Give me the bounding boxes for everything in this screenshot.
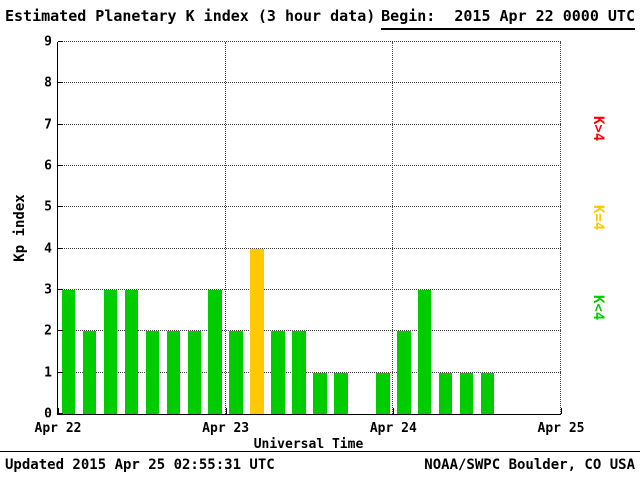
kp-bar (418, 290, 432, 414)
y-tick-mark (58, 82, 63, 84)
y-gridline (58, 206, 561, 208)
y-gridline (58, 289, 561, 290)
legend-k-lt-4: K<4 (590, 294, 606, 320)
kp-bar (397, 331, 411, 414)
kp-bar (61, 290, 76, 414)
y-tick-label: 6 (44, 158, 52, 174)
y-gridline (58, 165, 561, 166)
y-gridline (58, 123, 561, 125)
day-gridline (560, 42, 561, 414)
kp-bar (292, 331, 306, 414)
y-tick-label: 9 (44, 34, 52, 50)
begin-value: 2015 Apr 22 0000 UTC (454, 7, 635, 25)
y-tick-mark (58, 206, 63, 208)
y-tick-mark (58, 330, 63, 332)
kp-bar (187, 331, 201, 414)
x-tick-mark (561, 408, 562, 414)
y-tick-label: 2 (44, 323, 52, 339)
y-gridline (58, 371, 561, 373)
y-tick-label: 3 (44, 282, 52, 298)
kp-bar (145, 331, 159, 414)
chart-title: Estimated Planetary K index (3 hour data… (5, 7, 376, 25)
updated-timestamp: Updated 2015 Apr 25 02:55:31 UTC (5, 457, 275, 473)
x-tick-label: Apr 23 (202, 421, 250, 436)
y-tick-label: 0 (44, 406, 52, 422)
kp-bar (334, 372, 348, 414)
kp-bar (439, 372, 453, 414)
y-gridline (58, 82, 561, 84)
day-gridline (224, 42, 226, 414)
kp-bar (250, 248, 264, 414)
kp-bar (208, 290, 222, 414)
kp-bar (459, 372, 474, 414)
kp-bar (376, 372, 390, 414)
x-axis-title: Universal Time (253, 437, 364, 452)
y-tick-mark (58, 413, 63, 414)
y-tick-label: 5 (44, 199, 52, 215)
x-tick-mark (58, 408, 59, 414)
y-gridline (58, 330, 561, 332)
y-tick-label: 7 (44, 117, 52, 133)
y-tick-label: 4 (44, 241, 52, 257)
y-gridline (58, 41, 561, 42)
y-tick-mark (58, 289, 63, 290)
kp-bar (103, 290, 118, 414)
x-tick-mark (393, 408, 395, 414)
footer-divider (0, 451, 640, 452)
day-gridline (392, 42, 394, 414)
y-tick-mark (58, 371, 63, 373)
y-tick-mark (58, 165, 63, 166)
kp-bar (480, 372, 495, 414)
legend: K>4 K=4 K<4 (586, 116, 610, 320)
y-tick-mark (58, 123, 63, 125)
kp-bar (124, 290, 139, 414)
legend-k-eq-4: K=4 (590, 205, 606, 231)
footer: Updated 2015 Apr 25 02:55:31 UTC NOAA/SW… (5, 457, 635, 473)
y-tick-mark (58, 247, 63, 249)
x-tick-label: Apr 24 (369, 421, 417, 436)
kp-bar (229, 331, 243, 414)
x-tick-label: Apr 25 (537, 421, 585, 436)
y-tick-mark (58, 41, 63, 42)
y-gridline (58, 247, 561, 249)
legend-k-gt-4: K>4 (590, 116, 606, 142)
source-credit: NOAA/SWPC Boulder, CO USA (424, 457, 635, 473)
kp-bar (313, 372, 327, 414)
x-tick-mark (225, 408, 227, 414)
y-tick-label: 1 (44, 365, 52, 381)
kp-bar (82, 331, 97, 414)
y-tick-label: 8 (44, 75, 52, 91)
plot-area: 0 1 2 3 4 5 6 7 8 9 Apr 22 Apr 23 Apr 24 Apr 25 (35, 36, 585, 437)
x-tick-label: Apr 22 (34, 421, 82, 436)
begin-label: Begin: (381, 7, 436, 25)
kp-bar (166, 331, 180, 414)
kp-bar (271, 331, 285, 414)
begin-timestamp: Begin: 2015 Apr 22 0000 UTC (381, 7, 635, 30)
